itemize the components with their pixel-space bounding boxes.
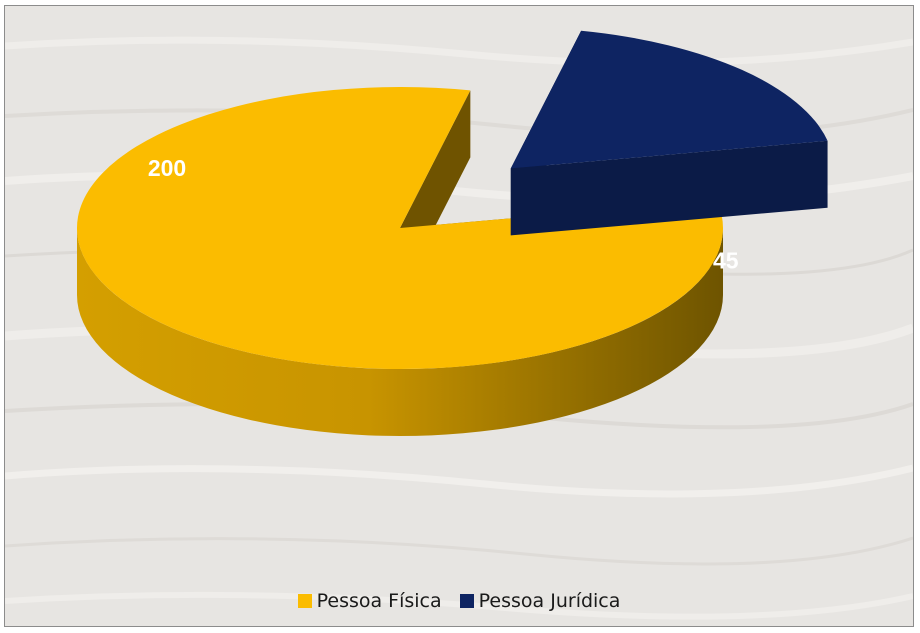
pie-chart: 200 45 — [5, 6, 913, 626]
chart-area: 200 45 Pessoa Física Pessoa Jurídica — [4, 5, 914, 627]
data-label-pessoa-juridica: 45 — [713, 247, 739, 273]
legend-swatch-pessoa-fisica — [297, 594, 312, 608]
legend-item-pessoa-fisica: Pessoa Física — [297, 590, 442, 612]
slice-wall-end-pessoa-juridica — [510, 140, 828, 236]
data-label-layer: 200 45 — [148, 155, 739, 273]
slice-pessoa-juridica[interactable] — [510, 30, 828, 169]
legend-item-pessoa-juridica: Pessoa Jurídica — [459, 590, 621, 612]
legend: Pessoa Física Pessoa Jurídica — [5, 590, 913, 612]
legend-label-pessoa-juridica: Pessoa Jurídica — [478, 590, 621, 612]
legend-label-pessoa-fisica: Pessoa Física — [316, 590, 442, 612]
data-label-pessoa-fisica: 200 — [148, 155, 186, 181]
legend-swatch-pessoa-juridica — [459, 594, 474, 608]
pie-layer — [77, 30, 828, 436]
slice-side-pessoa-fisica — [77, 228, 723, 436]
slice-pessoa-fisica[interactable] — [77, 86, 723, 370]
